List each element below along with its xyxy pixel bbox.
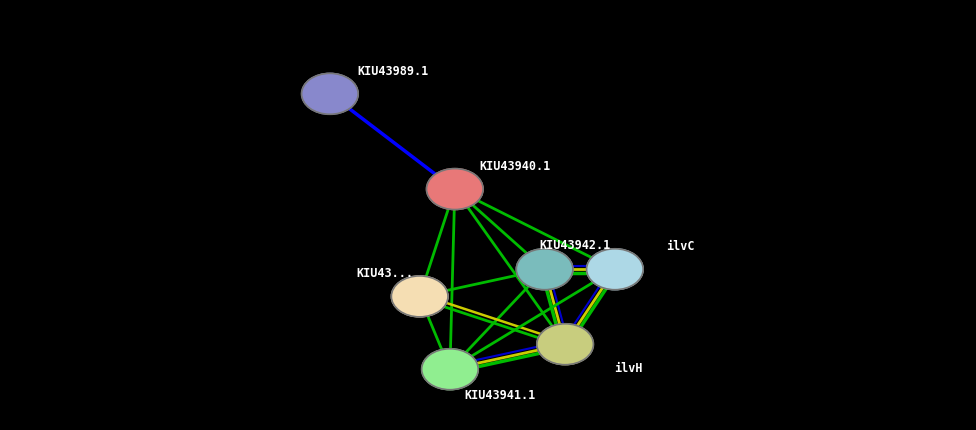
Text: KIU43...: KIU43...: [356, 267, 413, 280]
Ellipse shape: [516, 249, 573, 290]
Text: ilvC: ilvC: [666, 240, 694, 252]
Ellipse shape: [427, 169, 483, 210]
Ellipse shape: [537, 324, 593, 365]
Ellipse shape: [302, 74, 358, 115]
Ellipse shape: [391, 276, 448, 317]
Ellipse shape: [587, 249, 643, 290]
Ellipse shape: [422, 349, 478, 390]
Text: KIU43942.1: KIU43942.1: [540, 238, 611, 251]
Text: ilvH: ilvH: [614, 362, 642, 375]
Text: KIU43989.1: KIU43989.1: [357, 64, 428, 77]
Text: KIU43941.1: KIU43941.1: [465, 388, 536, 401]
Text: KIU43940.1: KIU43940.1: [479, 160, 550, 172]
